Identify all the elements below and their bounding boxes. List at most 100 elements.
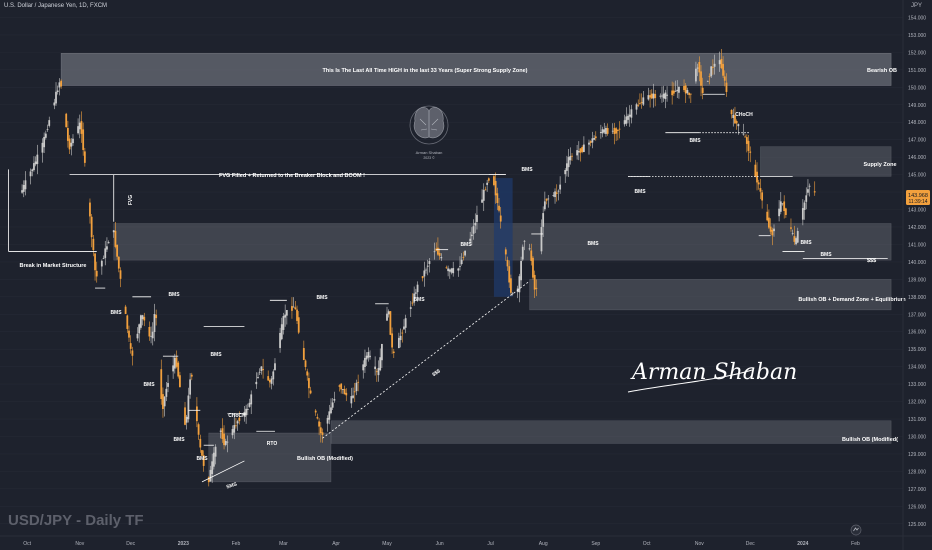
bms-label: BMS: [460, 242, 472, 248]
candle-body: [199, 438, 202, 448]
candle-body: [730, 109, 733, 115]
candle-body: [219, 430, 222, 432]
candle-body: [131, 350, 134, 356]
candle-body: [661, 95, 663, 97]
candle-body: [387, 311, 390, 315]
candle-body: [82, 129, 85, 150]
candle-body: [403, 326, 405, 330]
candle-body: [778, 208, 780, 217]
candle-body: [78, 122, 81, 130]
candle-body: [708, 75, 711, 77]
candle-body: [104, 248, 107, 258]
candle-body: [304, 360, 307, 367]
candle-body: [625, 116, 628, 124]
candle-body: [481, 199, 483, 203]
candle-body: [559, 184, 562, 190]
candle-body: [472, 226, 475, 234]
candle-body: [340, 383, 343, 390]
y-tick-label: 128.000: [908, 469, 926, 475]
bms-label: BMS: [168, 292, 180, 298]
ath-zone-label: This Is The Last All Time HIGH in the la…: [323, 68, 528, 74]
candle-body: [732, 114, 735, 119]
candle-body: [654, 93, 657, 99]
candle-body: [759, 188, 762, 192]
axes: 154.000 153.000 152.000 151.000 150.000 149.0…: [23, 15, 926, 547]
candle-body: [292, 306, 295, 308]
candle-body: [66, 128, 69, 141]
candle-body: [605, 127, 607, 134]
x-tick-label: Oct: [23, 541, 31, 547]
candle-body: [744, 136, 747, 138]
candle-body: [248, 402, 251, 407]
candle-body: [201, 450, 203, 456]
candle-body: [267, 376, 270, 381]
candle-body: [426, 265, 429, 267]
candle-body: [523, 240, 526, 242]
candle-body: [189, 379, 192, 395]
bms-label: BMS: [820, 252, 832, 258]
candle-body: [808, 185, 811, 187]
candle-body: [805, 195, 808, 202]
candle-body: [379, 357, 382, 371]
candle-body: [486, 182, 489, 185]
candle-body: [613, 127, 616, 135]
candle-body: [438, 252, 441, 256]
candle-body: [257, 377, 259, 378]
brain-logo-icon: [409, 105, 449, 145]
candle-body: [737, 124, 740, 127]
candle-body: [713, 63, 716, 67]
candle-body: [601, 129, 604, 134]
bms-label: BMS: [689, 138, 701, 144]
candle-body: [594, 136, 597, 139]
candle-body: [106, 246, 108, 250]
candle-body: [68, 138, 71, 150]
candle-body: [508, 266, 511, 283]
candle-body: [457, 268, 460, 271]
candle-body: [279, 332, 281, 348]
candle-body: [129, 343, 132, 349]
candle-body: [272, 371, 275, 380]
break-structure-label: Break in Market Structure: [20, 263, 87, 269]
candle-body: [409, 307, 412, 309]
bms-label: BMS: [196, 456, 208, 462]
candle-body: [179, 375, 181, 388]
candle-body: [195, 406, 198, 422]
candle-body: [768, 217, 770, 228]
candle-body: [308, 378, 310, 389]
candle-body: [567, 157, 570, 168]
candle-body: [309, 390, 312, 394]
symbol-title: U.S. Dollar / Japanese Yen, 1D, FXCM: [4, 3, 108, 9]
fvg-line-label: FVG Filled + Returned to the Breaker Blo…: [219, 173, 365, 179]
candle-body: [318, 421, 321, 427]
candle-body: [771, 229, 774, 236]
candle-body: [367, 352, 370, 358]
candle-body: [187, 395, 190, 420]
candle-body: [650, 93, 653, 99]
candle-body: [723, 76, 726, 81]
candle-body: [141, 315, 144, 320]
candle-body: [493, 176, 495, 185]
candle-body: [338, 385, 341, 387]
candle-body: [603, 129, 606, 133]
candle-body: [745, 137, 748, 144]
candle-body: [779, 201, 782, 212]
candle-body: [684, 85, 687, 94]
candle-body: [202, 455, 205, 466]
candle-body: [611, 130, 614, 132]
candle-body: [494, 180, 497, 196]
supply-zone-label: Supply Zone: [864, 162, 897, 168]
candle-body: [564, 170, 567, 175]
candle-body: [476, 214, 478, 222]
choch-label: CHoCH: [228, 413, 246, 419]
candle-body: [333, 398, 336, 401]
candle-body: [725, 82, 728, 92]
candle-body: [411, 302, 414, 304]
candle-body: [350, 396, 353, 404]
candle-body: [791, 233, 794, 235]
bullish-ob-demand-label: Bullish OB + Demand Zone + Equilibrium: [798, 297, 905, 303]
logo-year: 2023 ©: [423, 156, 435, 160]
candle-body: [184, 407, 186, 425]
candle-body: [29, 171, 32, 177]
